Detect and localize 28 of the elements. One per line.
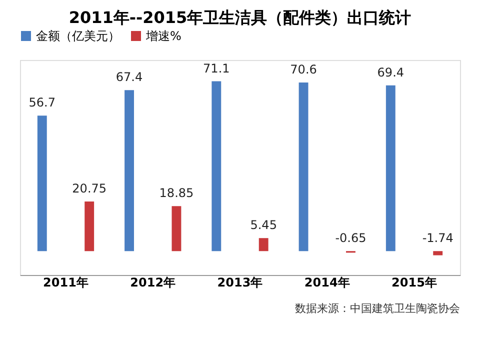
x-tick-label: 2013年 (217, 276, 263, 290)
data-label: 5.45 (250, 218, 277, 232)
bar (258, 238, 268, 252)
data-label: -1.74 (422, 231, 454, 246)
data-label: 56.7 (28, 96, 56, 110)
bar (172, 206, 182, 252)
x-tick-label: 2015年 (392, 276, 437, 290)
bar (212, 81, 222, 252)
source-note: 数据来源：中国建筑卫生陶瓷协会 (295, 302, 460, 315)
x-tick-label: 2014年 (304, 276, 350, 290)
bar (84, 202, 94, 252)
data-label: 18.85 (159, 186, 194, 200)
data-label: 67.4 (116, 70, 143, 84)
legend-label: 增速% (145, 29, 182, 43)
bar (386, 85, 396, 252)
bar (433, 251, 443, 256)
data-label: -0.65 (335, 231, 366, 246)
bar (37, 116, 47, 252)
data-label: 20.75 (72, 182, 107, 196)
chart-title: 2011年--2015年卫生洁具（配件类）出口统计 (68, 8, 412, 27)
x-tick-label: 2011年 (43, 276, 88, 290)
data-label: 71.1 (203, 61, 230, 76)
bar (124, 90, 134, 252)
data-label: 70.6 (290, 62, 317, 76)
legend-label: 金额（亿美元） (36, 29, 120, 43)
data-label: 69.4 (377, 65, 404, 80)
bar (298, 82, 308, 252)
x-tick-label: 2012年 (130, 276, 176, 290)
